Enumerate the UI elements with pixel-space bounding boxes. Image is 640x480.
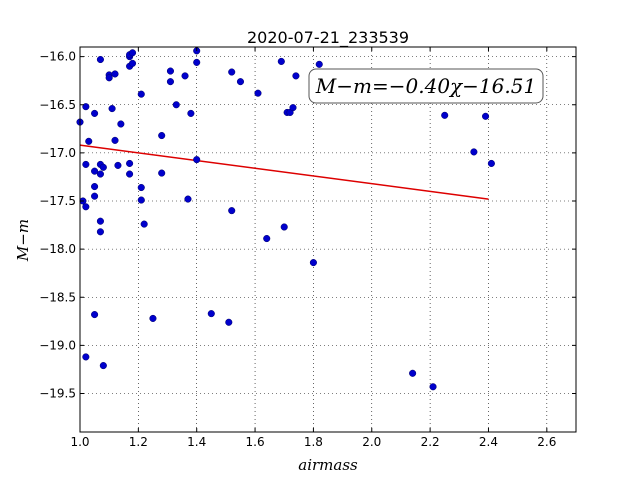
ticks-layer: 1.0 1.2 1.4 1.6 1.8 2.0 2.2 2.4 2.6 −16.0 −16.5 −17… [39, 47, 576, 449]
data-point [263, 234, 271, 243]
data-point [166, 67, 174, 75]
data-point [482, 112, 490, 120]
data-point [409, 369, 417, 377]
grid-layer [79, 47, 576, 432]
data-point [91, 311, 99, 319]
x-tick-label: 1.2 [129, 435, 148, 449]
data-point [187, 109, 195, 117]
data-point [82, 160, 90, 168]
data-point [429, 383, 437, 391]
data-point [140, 220, 148, 228]
fit-line [79, 144, 489, 200]
data-point [99, 362, 107, 370]
y-tick-label: −16.5 [39, 98, 76, 112]
x-tick-label: 2.0 [362, 435, 381, 449]
data-point [228, 207, 236, 215]
data-point [108, 105, 116, 113]
data-point [193, 58, 201, 66]
y-tick-label: −18.5 [39, 290, 76, 304]
data-point [91, 109, 99, 117]
data-point [181, 72, 189, 80]
data-point [184, 195, 192, 203]
fit-line-layer [79, 144, 489, 200]
data-point [96, 217, 104, 225]
data-point [309, 259, 317, 267]
x-tick-label: 1.8 [304, 435, 323, 449]
y-tick-label: −17.0 [39, 146, 76, 160]
data-point [254, 89, 262, 97]
data-point [172, 101, 180, 109]
data-point [137, 196, 145, 204]
data-point [487, 159, 495, 168]
data-point [96, 55, 104, 64]
data-points-layer [76, 47, 495, 391]
x-tick-label: 2.6 [537, 435, 556, 449]
data-point [470, 148, 478, 156]
x-tick-label: 2.4 [479, 435, 498, 449]
data-point [126, 170, 134, 178]
data-point [158, 169, 166, 177]
y-tick-label: −17.5 [39, 194, 76, 208]
data-point [277, 57, 285, 65]
data-point [315, 60, 323, 68]
data-point [114, 161, 122, 169]
y-tick-label: −19.0 [39, 338, 76, 352]
fit-equation-frame [308, 68, 544, 104]
y-tick-label: −19.5 [39, 387, 76, 401]
y-tick-label: −16.0 [39, 50, 76, 64]
x-tick-label: 1.0 [70, 435, 89, 449]
data-point [280, 223, 288, 231]
data-point [166, 78, 174, 86]
data-point [149, 314, 157, 322]
data-point [117, 120, 125, 128]
data-point [85, 137, 93, 145]
data-point [158, 132, 166, 140]
x-axis-label: airmass [298, 456, 358, 474]
data-point [193, 156, 201, 164]
chart-title: 2020-07-21_233539 [247, 28, 409, 48]
data-point [236, 78, 245, 86]
data-point [91, 192, 99, 200]
x-tick-label: 1.6 [246, 435, 265, 449]
data-point [292, 72, 300, 80]
data-point [228, 68, 236, 76]
x-tick-label: 1.4 [187, 435, 206, 449]
data-point [128, 49, 137, 57]
data-point [225, 318, 233, 326]
data-point [91, 167, 99, 175]
data-point [105, 74, 113, 82]
data-point [137, 90, 145, 98]
data-point [207, 310, 215, 318]
data-point [111, 70, 119, 78]
data-point [137, 183, 145, 192]
data-point [99, 163, 107, 171]
data-point [441, 111, 449, 119]
data-point [96, 170, 104, 178]
data-point [82, 203, 90, 211]
x-tick-label: 2.2 [421, 435, 440, 449]
data-point [82, 103, 90, 111]
data-point [128, 59, 137, 67]
fit-equation-box: M−m=−0.40χ−16.51 [308, 68, 544, 104]
data-point [126, 159, 134, 168]
fit-equation-text: M−m=−0.40χ−16.51 [315, 74, 536, 98]
y-tick-label: −18.0 [39, 242, 76, 256]
data-point [289, 104, 297, 112]
data-point [91, 183, 99, 191]
plot-frame [79, 46, 577, 433]
y-axis-label: M−m [14, 219, 32, 262]
data-point [111, 136, 119, 144]
data-point [96, 228, 104, 236]
data-point [82, 353, 90, 361]
